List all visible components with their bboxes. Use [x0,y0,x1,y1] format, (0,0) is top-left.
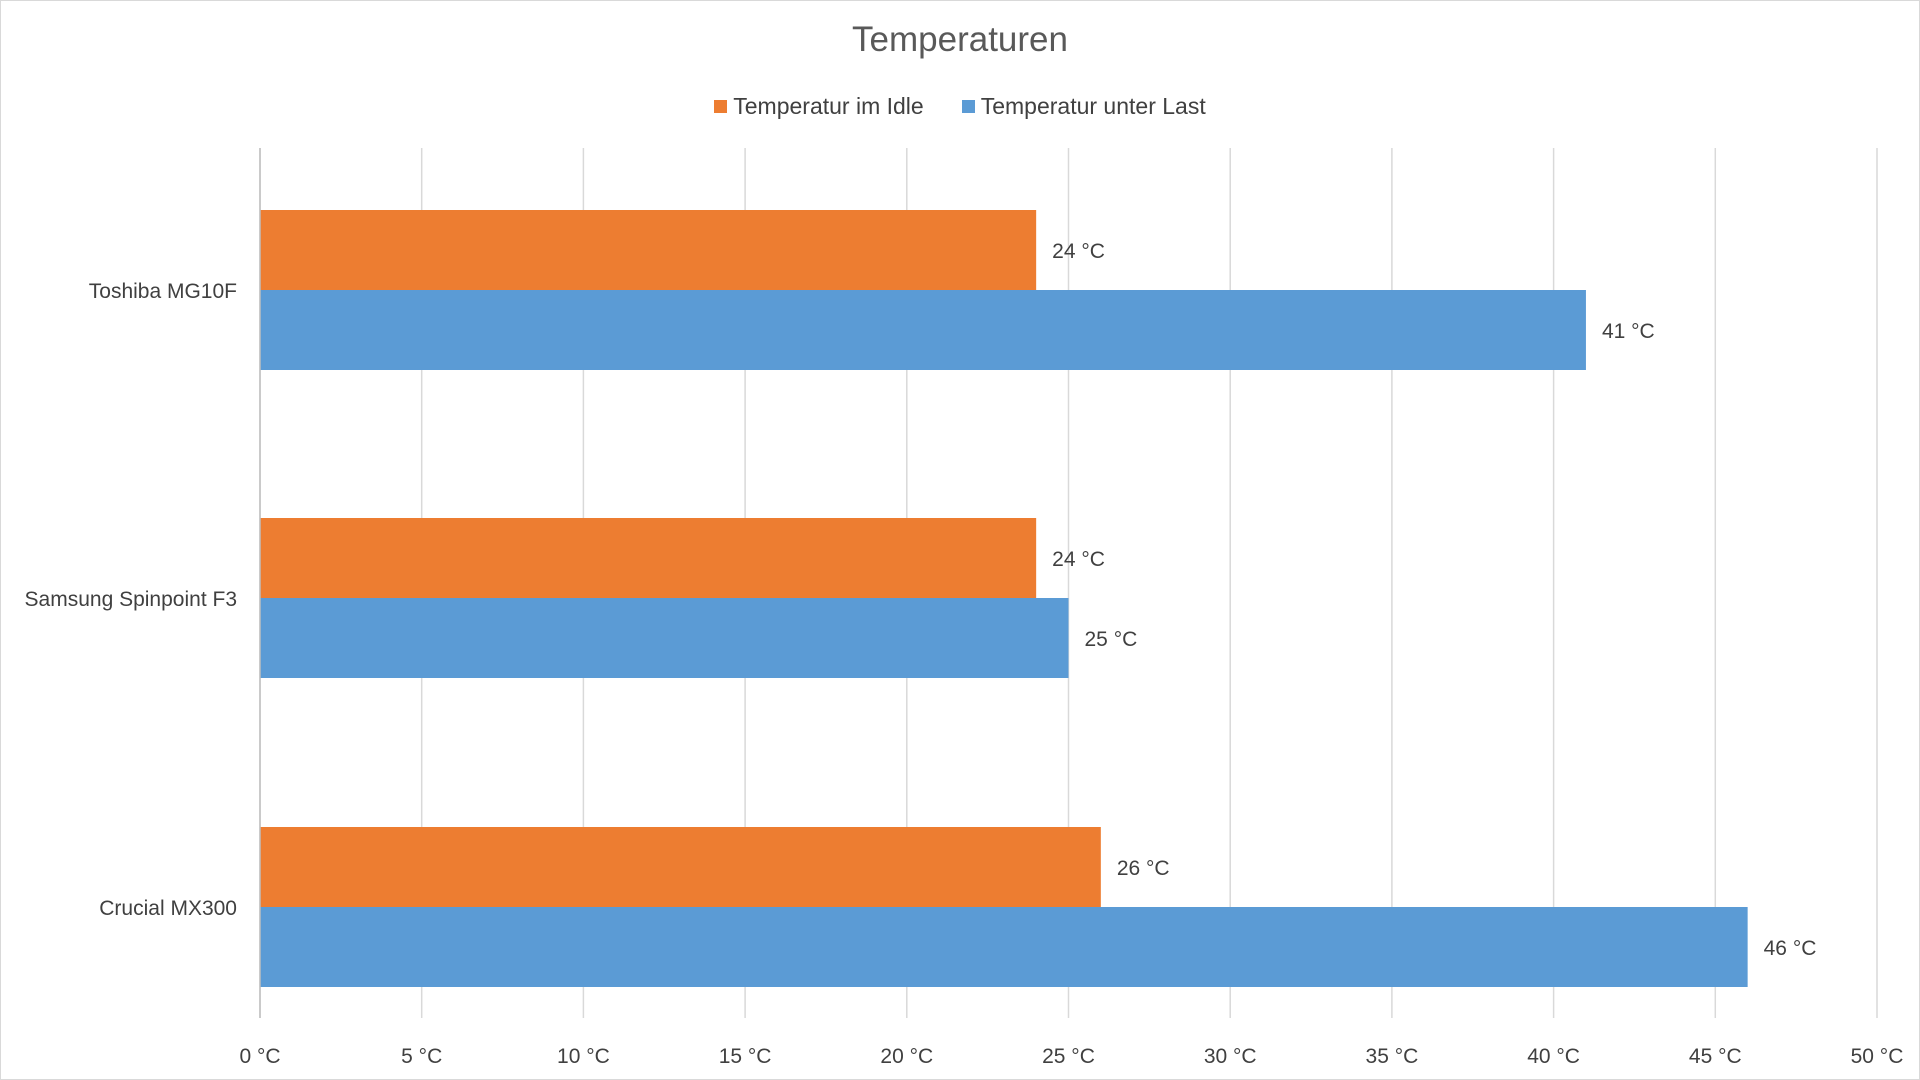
data-label: 26 °C [1117,857,1170,880]
x-tick-label: 15 °C [719,1045,772,1068]
x-tick-label: 5 °C [401,1045,442,1068]
data-label: 24 °C [1052,548,1105,571]
chart-title: Temperaturen [852,20,1068,59]
legend-label-idle: Temperatur im Idle [733,93,924,119]
bar-load-0 [260,290,1586,370]
legend: Temperatur im Idle Temperatur unter Last [0,93,1920,120]
x-tick-label: 25 °C [1042,1045,1095,1068]
bar-load-2 [260,907,1748,987]
category-label: Toshiba MG10F [89,280,237,303]
x-tick-label: 40 °C [1527,1045,1580,1068]
bar-idle-1 [260,518,1037,598]
x-tick-label: 35 °C [1366,1045,1419,1068]
legend-item-load: Temperatur unter Last [961,93,1206,120]
data-label: 24 °C [1052,240,1105,263]
x-tick-label: 20 °C [880,1045,933,1068]
category-label: Samsung Spinpoint F3 [25,588,237,611]
legend-label-load: Temperatur unter Last [980,93,1206,119]
legend-swatch-load [961,100,975,113]
x-tick-label: 50 °C [1851,1045,1904,1068]
bar-idle-0 [260,210,1037,290]
x-tick-label: 30 °C [1204,1045,1257,1068]
category-label: Crucial MX300 [99,897,237,920]
data-label: 25 °C [1085,628,1138,651]
data-label: 46 °C [1764,937,1817,960]
x-tick-label: 0 °C [239,1045,280,1068]
bar-load-1 [260,598,1069,678]
x-tick-label: 45 °C [1689,1045,1742,1068]
bar-idle-2 [260,827,1101,907]
x-tick-label: 10 °C [557,1045,610,1068]
data-label: 41 °C [1602,320,1655,343]
legend-swatch-idle [714,100,728,113]
legend-item-idle: Temperatur im Idle [714,93,924,120]
